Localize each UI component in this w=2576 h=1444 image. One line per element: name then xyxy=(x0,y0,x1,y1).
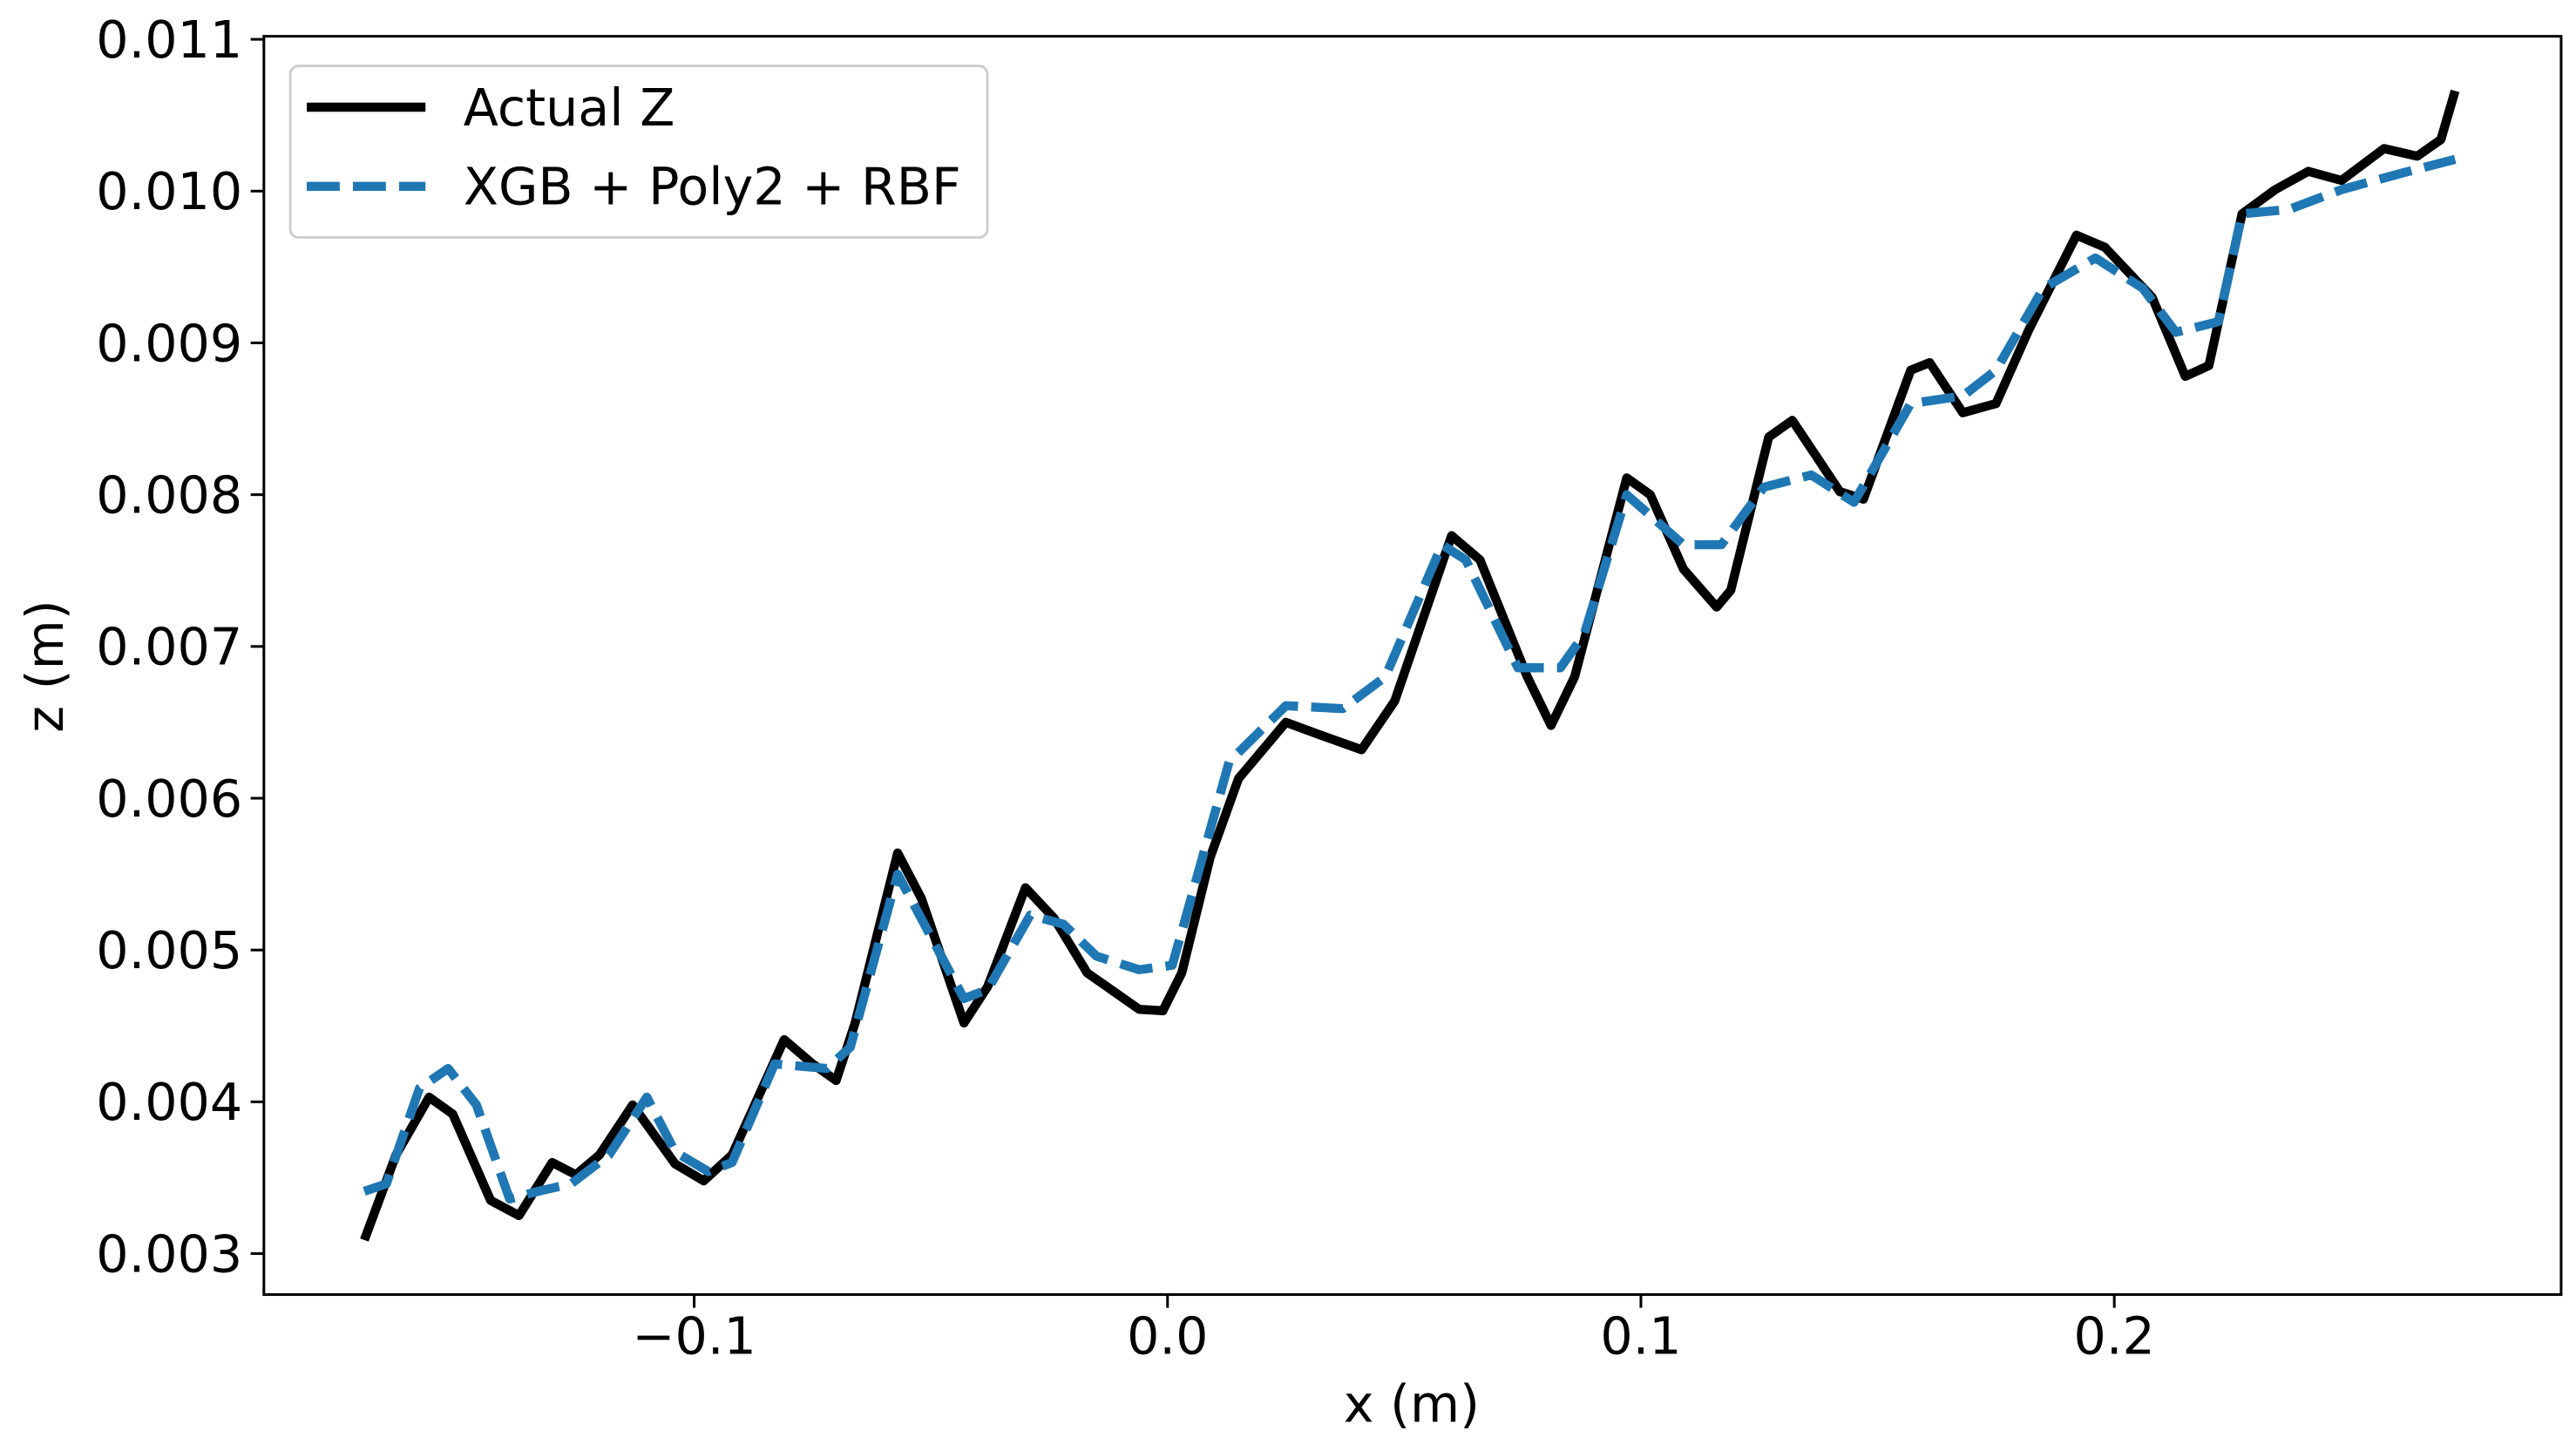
y-tick-label: 0.004 xyxy=(96,1073,242,1132)
y-tick-label: 0.011 xyxy=(96,10,242,70)
y-tick-label: 0.010 xyxy=(96,162,242,221)
y-tick-label: 0.003 xyxy=(96,1224,242,1284)
y-tick-label: 0.006 xyxy=(96,769,242,829)
x-tick-label: 0.1 xyxy=(1600,1307,1681,1366)
y-axis-label: z (m) xyxy=(16,600,75,732)
plot-area xyxy=(360,89,2460,1242)
y-tick-label: 0.008 xyxy=(96,465,242,525)
data-line xyxy=(360,89,2460,1242)
x-tick-label: −0.1 xyxy=(632,1307,756,1366)
y-tick-label: 0.005 xyxy=(96,921,242,980)
axes-frame xyxy=(262,35,2563,1297)
legend-box xyxy=(288,64,989,239)
x-tick-label: 0.2 xyxy=(2074,1307,2155,1366)
legend: Actual Z XGB + Poly2 + RBF xyxy=(288,64,989,239)
x-axis-label: x (m) xyxy=(1344,1374,1480,1434)
legend-label: XGB + Poly2 + RBF xyxy=(464,158,961,217)
y-tick-label: 0.009 xyxy=(96,314,242,373)
data-line xyxy=(363,154,2457,1203)
legend-label: Actual Z xyxy=(464,78,675,138)
x-tick-label: 0.0 xyxy=(1127,1307,1208,1366)
y-tick-label: 0.007 xyxy=(96,618,242,677)
